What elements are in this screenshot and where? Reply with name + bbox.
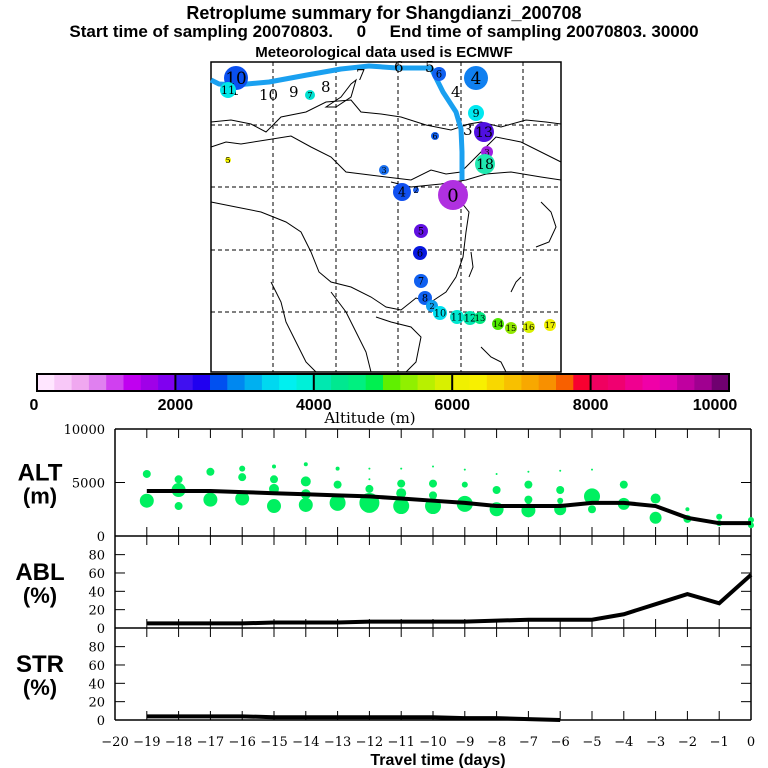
- cluster-label: 18: [476, 157, 494, 173]
- cluster-label: 13: [475, 313, 486, 323]
- map-coastline: [535, 201, 557, 248]
- cluster-label: 17: [545, 320, 556, 330]
- cluster-label: 5: [418, 226, 424, 237]
- cluster-marker: [523, 321, 535, 333]
- cluster-marker: [475, 154, 495, 174]
- cluster-label: 16: [524, 322, 535, 332]
- map-coastline: [480, 346, 507, 373]
- map-coastline: [510, 276, 522, 293]
- cluster-marker: [463, 311, 477, 325]
- cluster-marker: [433, 306, 447, 320]
- cluster-label: 11: [451, 312, 463, 323]
- map-coastline: [210, 201, 470, 311]
- map-coastline: [330, 291, 372, 373]
- cluster-marker: [305, 90, 315, 100]
- cluster-label: 6: [432, 132, 437, 141]
- cluster-label: 15: [506, 323, 517, 333]
- cluster-marker: [438, 180, 468, 210]
- cluster-marker: [474, 312, 486, 324]
- cluster-label: 4: [398, 184, 406, 199]
- map-coastline: [210, 135, 562, 181]
- track-day-label: 4: [451, 83, 461, 101]
- map-coastline: [468, 251, 474, 278]
- map-coastline: [270, 281, 317, 373]
- cluster-label: 11: [221, 84, 235, 97]
- cluster-label: 4: [471, 68, 482, 88]
- cluster-marker: [450, 310, 464, 324]
- cluster-marker: [220, 82, 236, 98]
- cluster-label: 3: [484, 147, 489, 157]
- map-coastline: [324, 78, 357, 108]
- cluster-marker: [414, 224, 428, 238]
- cluster-label: 13: [475, 125, 493, 141]
- track-day-label: 5: [425, 58, 435, 76]
- map-coastline: [375, 316, 422, 373]
- cluster-marker: [431, 132, 439, 140]
- cluster-marker: [432, 67, 446, 81]
- track-day-label: 3: [463, 121, 473, 139]
- cluster-label: 12: [464, 313, 476, 324]
- cluster-label: 14: [493, 319, 504, 329]
- track-day-label: 7: [356, 66, 366, 84]
- cluster-label: 3: [381, 166, 386, 175]
- cluster-label: 7: [418, 276, 424, 287]
- cluster-marker: [393, 183, 411, 201]
- cluster-label: 10: [434, 308, 446, 319]
- map-coastline: [390, 171, 562, 188]
- met-data-subtitle: Meteorological data used is ECMWF: [255, 44, 513, 61]
- cluster-marker: [225, 157, 231, 163]
- track-day-label: 10: [259, 86, 278, 104]
- cluster-marker: [544, 319, 556, 331]
- cluster-label: 2: [413, 186, 418, 195]
- cluster-label: 8: [422, 293, 428, 304]
- cluster-marker: [414, 274, 428, 288]
- cluster-marker: [413, 246, 427, 260]
- cluster-label: 6: [436, 69, 442, 80]
- cluster-label: 9: [472, 107, 479, 120]
- cluster-label: 0: [447, 185, 458, 206]
- cluster-label: 5: [225, 156, 230, 165]
- chart-title: Retroplume summary for Shangdianzi_20070…: [186, 3, 582, 23]
- cluster-marker: [468, 105, 484, 121]
- cluster-label: 2: [429, 301, 434, 311]
- track-day-label: 9: [289, 83, 299, 101]
- cluster-label: 7: [307, 91, 312, 100]
- cluster-marker: [505, 322, 517, 334]
- sampling-time-subtitle: Start time of sampling 20070803. 0 End t…: [69, 22, 699, 41]
- cluster-marker: [413, 187, 419, 193]
- map-coastline: [210, 99, 562, 133]
- cluster-marker: [379, 165, 389, 175]
- cluster-marker: [464, 66, 488, 90]
- cluster-label: 6: [417, 248, 423, 259]
- cluster-marker: [474, 122, 494, 142]
- cluster-marker: [492, 318, 504, 330]
- track-day-label: 6: [394, 58, 404, 76]
- track-day-label: 8: [321, 78, 331, 96]
